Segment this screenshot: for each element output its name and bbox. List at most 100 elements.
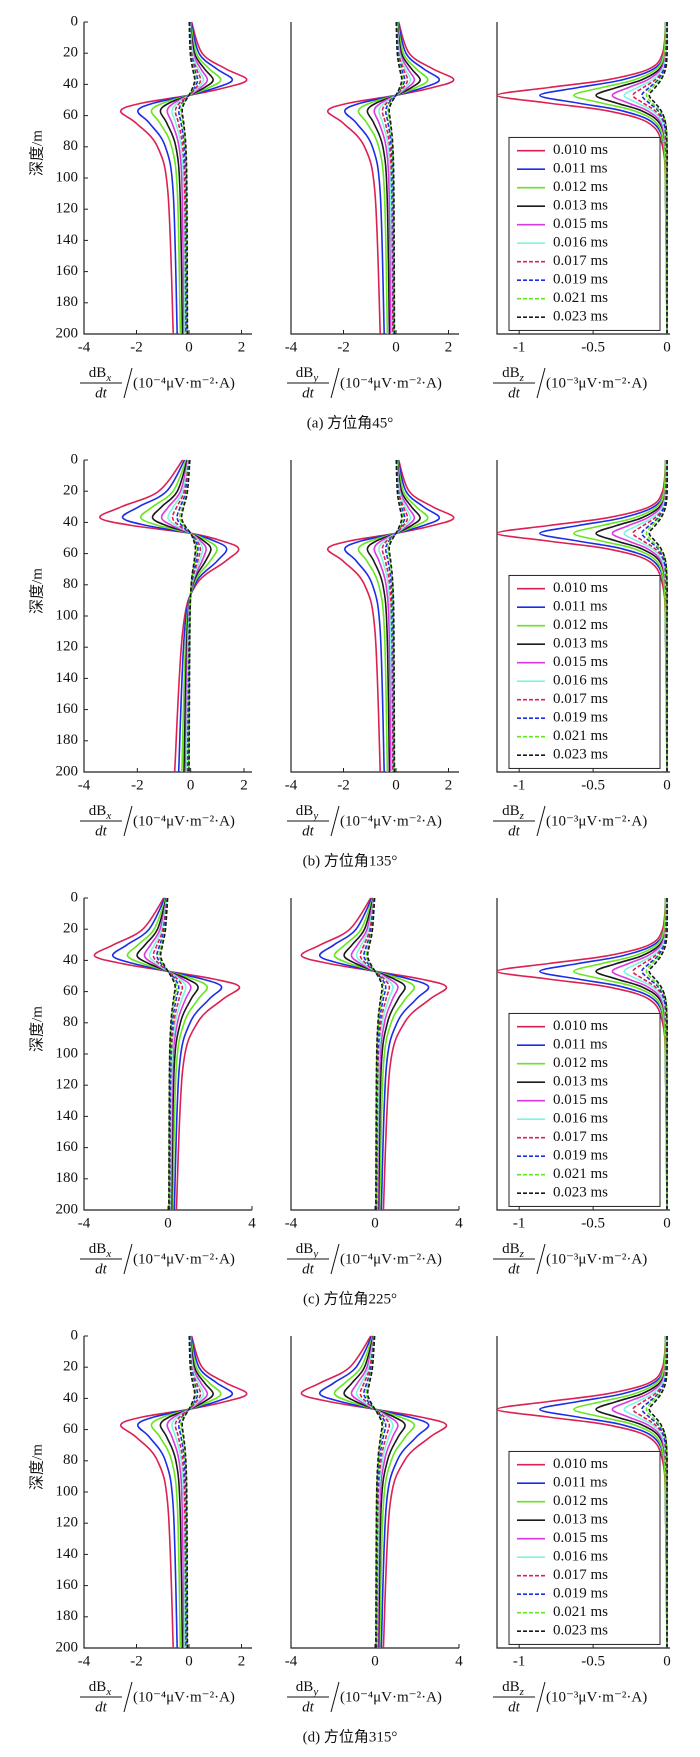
- legend-label: 0.015 ms: [553, 1092, 608, 1108]
- legend-label: 0.017 ms: [553, 691, 608, 707]
- series-line: [181, 21, 196, 335]
- x-axis-label-numerator-text: dB: [296, 803, 314, 819]
- series-line: [645, 21, 668, 334]
- x-axis-label-numerator: dBy: [296, 1241, 319, 1259]
- legend-label: 0.015 ms: [553, 216, 608, 232]
- x-tick-label: 0: [187, 777, 195, 793]
- x-axis-label-denominator: dt: [302, 1261, 315, 1277]
- y-tick-label: 100: [56, 169, 79, 185]
- series-line: [359, 1335, 391, 1649]
- x-tick-label: 0: [392, 339, 400, 355]
- series-line: [344, 21, 441, 335]
- legend-label: 0.019 ms: [553, 272, 608, 288]
- series-line: [119, 1335, 248, 1649]
- x-axis-label-subscript: z: [519, 372, 525, 384]
- y-tick-label: 40: [63, 76, 78, 92]
- series-line: [326, 459, 455, 773]
- series-line: [159, 897, 176, 1211]
- y-tick-label: 100: [56, 607, 79, 623]
- y-tick-label: 0: [71, 13, 79, 29]
- series-line: [384, 459, 406, 773]
- x-axis-label-unit: (10⁻⁴μV·m⁻²·A): [133, 1689, 235, 1705]
- y-tick-label: 80: [63, 138, 78, 154]
- series-line: [388, 459, 403, 773]
- series-line: [381, 21, 409, 335]
- series-line: [378, 459, 412, 773]
- series-line: [648, 459, 668, 772]
- y-tick-label: 200: [56, 1201, 79, 1217]
- x-tick-label: -2: [131, 777, 144, 793]
- y-tick-label: 60: [63, 1421, 78, 1437]
- series-line: [366, 1335, 383, 1649]
- x-tick-label: 4: [455, 1653, 463, 1669]
- axis-frame: [496, 1336, 670, 1649]
- x-axis-label-numerator-text: dB: [502, 1241, 520, 1257]
- y-tick-label: 180: [56, 294, 79, 310]
- legend-label: 0.011 ms: [553, 599, 608, 615]
- series-line: [166, 1335, 209, 1649]
- x-axis-label-numerator: dBz: [502, 1679, 525, 1697]
- legend-label: 0.011 ms: [553, 161, 608, 177]
- x-axis-label-numerator: dBz: [502, 1241, 525, 1259]
- y-tick-label: 200: [56, 1639, 79, 1655]
- series-line: [388, 21, 403, 335]
- x-tick-label: 2: [240, 777, 248, 793]
- legend-label: 0.012 ms: [553, 617, 608, 633]
- x-tick-label: -4: [78, 339, 91, 355]
- series-line: [300, 1335, 448, 1649]
- y-tick-label: 0: [71, 889, 79, 905]
- y-tick-label: 0: [71, 451, 79, 467]
- y-tick-label: 120: [56, 1077, 79, 1093]
- fraction-slash: [123, 1243, 133, 1275]
- series-line: [573, 897, 668, 1211]
- series-line: [93, 897, 241, 1211]
- series-line: [121, 459, 228, 773]
- series-line: [150, 21, 222, 335]
- legend-label: 0.023 ms: [553, 1185, 608, 1201]
- x-axis-label-unit: (10⁻³μV·m⁻²·A): [546, 375, 647, 391]
- x-axis-label-numerator: dBx: [89, 1241, 112, 1259]
- series-line: [355, 1335, 394, 1649]
- y-tick-label: 140: [56, 1108, 79, 1124]
- x-tick-label: -0.5: [581, 339, 605, 355]
- series-line: [357, 21, 429, 335]
- series-line: [300, 897, 448, 1211]
- legend-label: 0.015 ms: [553, 654, 608, 670]
- legend-label: 0.012 ms: [553, 1493, 608, 1509]
- x-tick-label: 0: [164, 1215, 172, 1231]
- x-axis-label-numerator-text: dB: [502, 365, 520, 381]
- axis-frame: [290, 1336, 459, 1649]
- x-tick-label: 0: [663, 1653, 671, 1669]
- axis-frame: [496, 460, 670, 773]
- x-axis-label-denominator: dt: [95, 1261, 108, 1277]
- series-line: [136, 897, 199, 1211]
- series-line: [151, 459, 212, 773]
- series-line: [355, 897, 394, 1211]
- series-line: [333, 897, 416, 1211]
- legend-label: 0.010 ms: [553, 142, 608, 158]
- fraction-slash: [123, 805, 133, 837]
- y-tick-label: 20: [63, 45, 78, 61]
- y-tick-label: 100: [56, 1045, 79, 1061]
- x-tick-label: 0: [663, 1215, 671, 1231]
- axis-frame: [83, 898, 252, 1211]
- y-tick-label: 200: [56, 763, 79, 779]
- legend-label: 0.011 ms: [553, 1037, 608, 1053]
- x-tick-label: -4: [78, 1653, 91, 1669]
- x-axis-label-denominator: dt: [95, 385, 108, 401]
- x-tick-label: -4: [78, 777, 91, 793]
- x-axis-label-denominator: dt: [302, 1699, 315, 1715]
- y-tick-label: 160: [56, 1577, 79, 1593]
- x-tick-label: -2: [337, 339, 350, 355]
- x-tick-label: 0: [185, 339, 193, 355]
- x-tick-label: -0.5: [581, 777, 605, 793]
- x-axis-label-numerator: dBy: [296, 1679, 319, 1697]
- series-line: [174, 21, 202, 335]
- x-axis-label-subscript: y: [312, 810, 318, 822]
- x-tick-label: -1: [513, 777, 526, 793]
- series-line: [143, 897, 192, 1211]
